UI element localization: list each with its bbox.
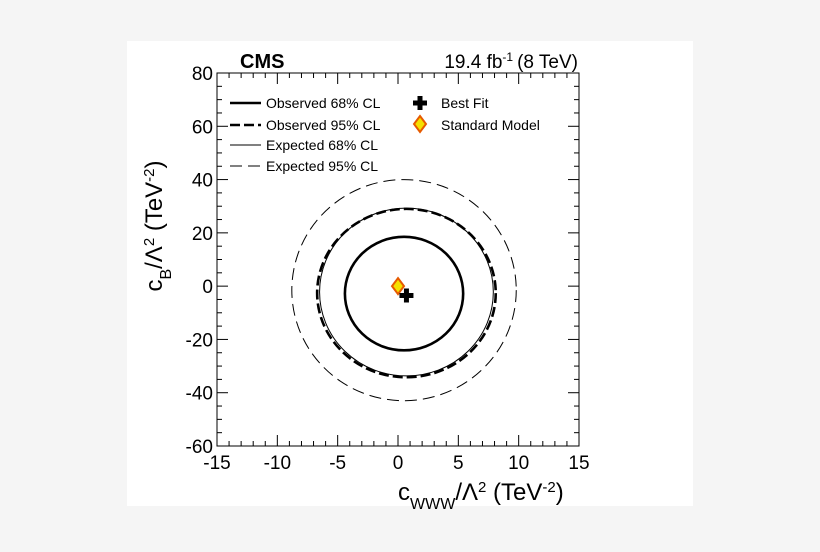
legend-label-obs68: Observed 68% CL [266,95,381,111]
best-fit-marker [399,288,414,303]
legend-label-exp95: Expected 95% CL [266,158,378,174]
legend-label-sm: Standard Model [441,117,540,133]
legend-label-best-fit: Best Fit [441,95,489,111]
y-tick-label: 20 [192,224,213,245]
luminosity-label: 19.4 fb-1 (8 TeV) [444,50,578,73]
x-axis-title: cWWW/Λ2 (TeV-2) [398,479,564,513]
y-tick-label: 40 [192,171,213,192]
x-tick-label: -5 [329,453,346,474]
contour-obs95 [315,207,498,379]
point-markers [390,276,414,303]
y-axis-title: cB/Λ2 (TeV-2) [141,160,175,291]
x-tick-label: 0 [393,453,404,474]
legend-best-fit-marker [413,96,427,110]
x-tick-label: 15 [568,453,589,474]
legend-label-exp68: Expected 68% CL [266,137,378,153]
legend: Observed 68% CL Observed 95% CL Expected… [230,95,540,174]
contour-exp95 [291,179,517,402]
standard-model-marker [390,276,406,296]
y-tick-label: 0 [202,277,213,298]
contour-lines [291,179,517,402]
legend-sm-marker [412,114,428,134]
axis-ticks: -15 -10 -5 0 5 10 15 -60 -40 -20 0 20 40 60 80 [186,64,590,474]
y-tick-label: 80 [192,64,213,85]
x-tick-label: 10 [508,453,529,474]
legend-label-obs95: Observed 95% CL [266,117,381,133]
y-tick-label: -40 [186,384,213,405]
experiment-label: CMS [240,51,284,73]
y-tick-label: -60 [186,437,213,458]
canvas-background [127,41,693,506]
y-tick-label: 60 [192,117,213,138]
y-tick-label: -20 [186,330,213,351]
contour-obs68 [343,235,465,352]
x-tick-label: 5 [453,453,464,474]
x-tick-label: -10 [264,453,291,474]
x-tick-label: -15 [203,453,230,474]
